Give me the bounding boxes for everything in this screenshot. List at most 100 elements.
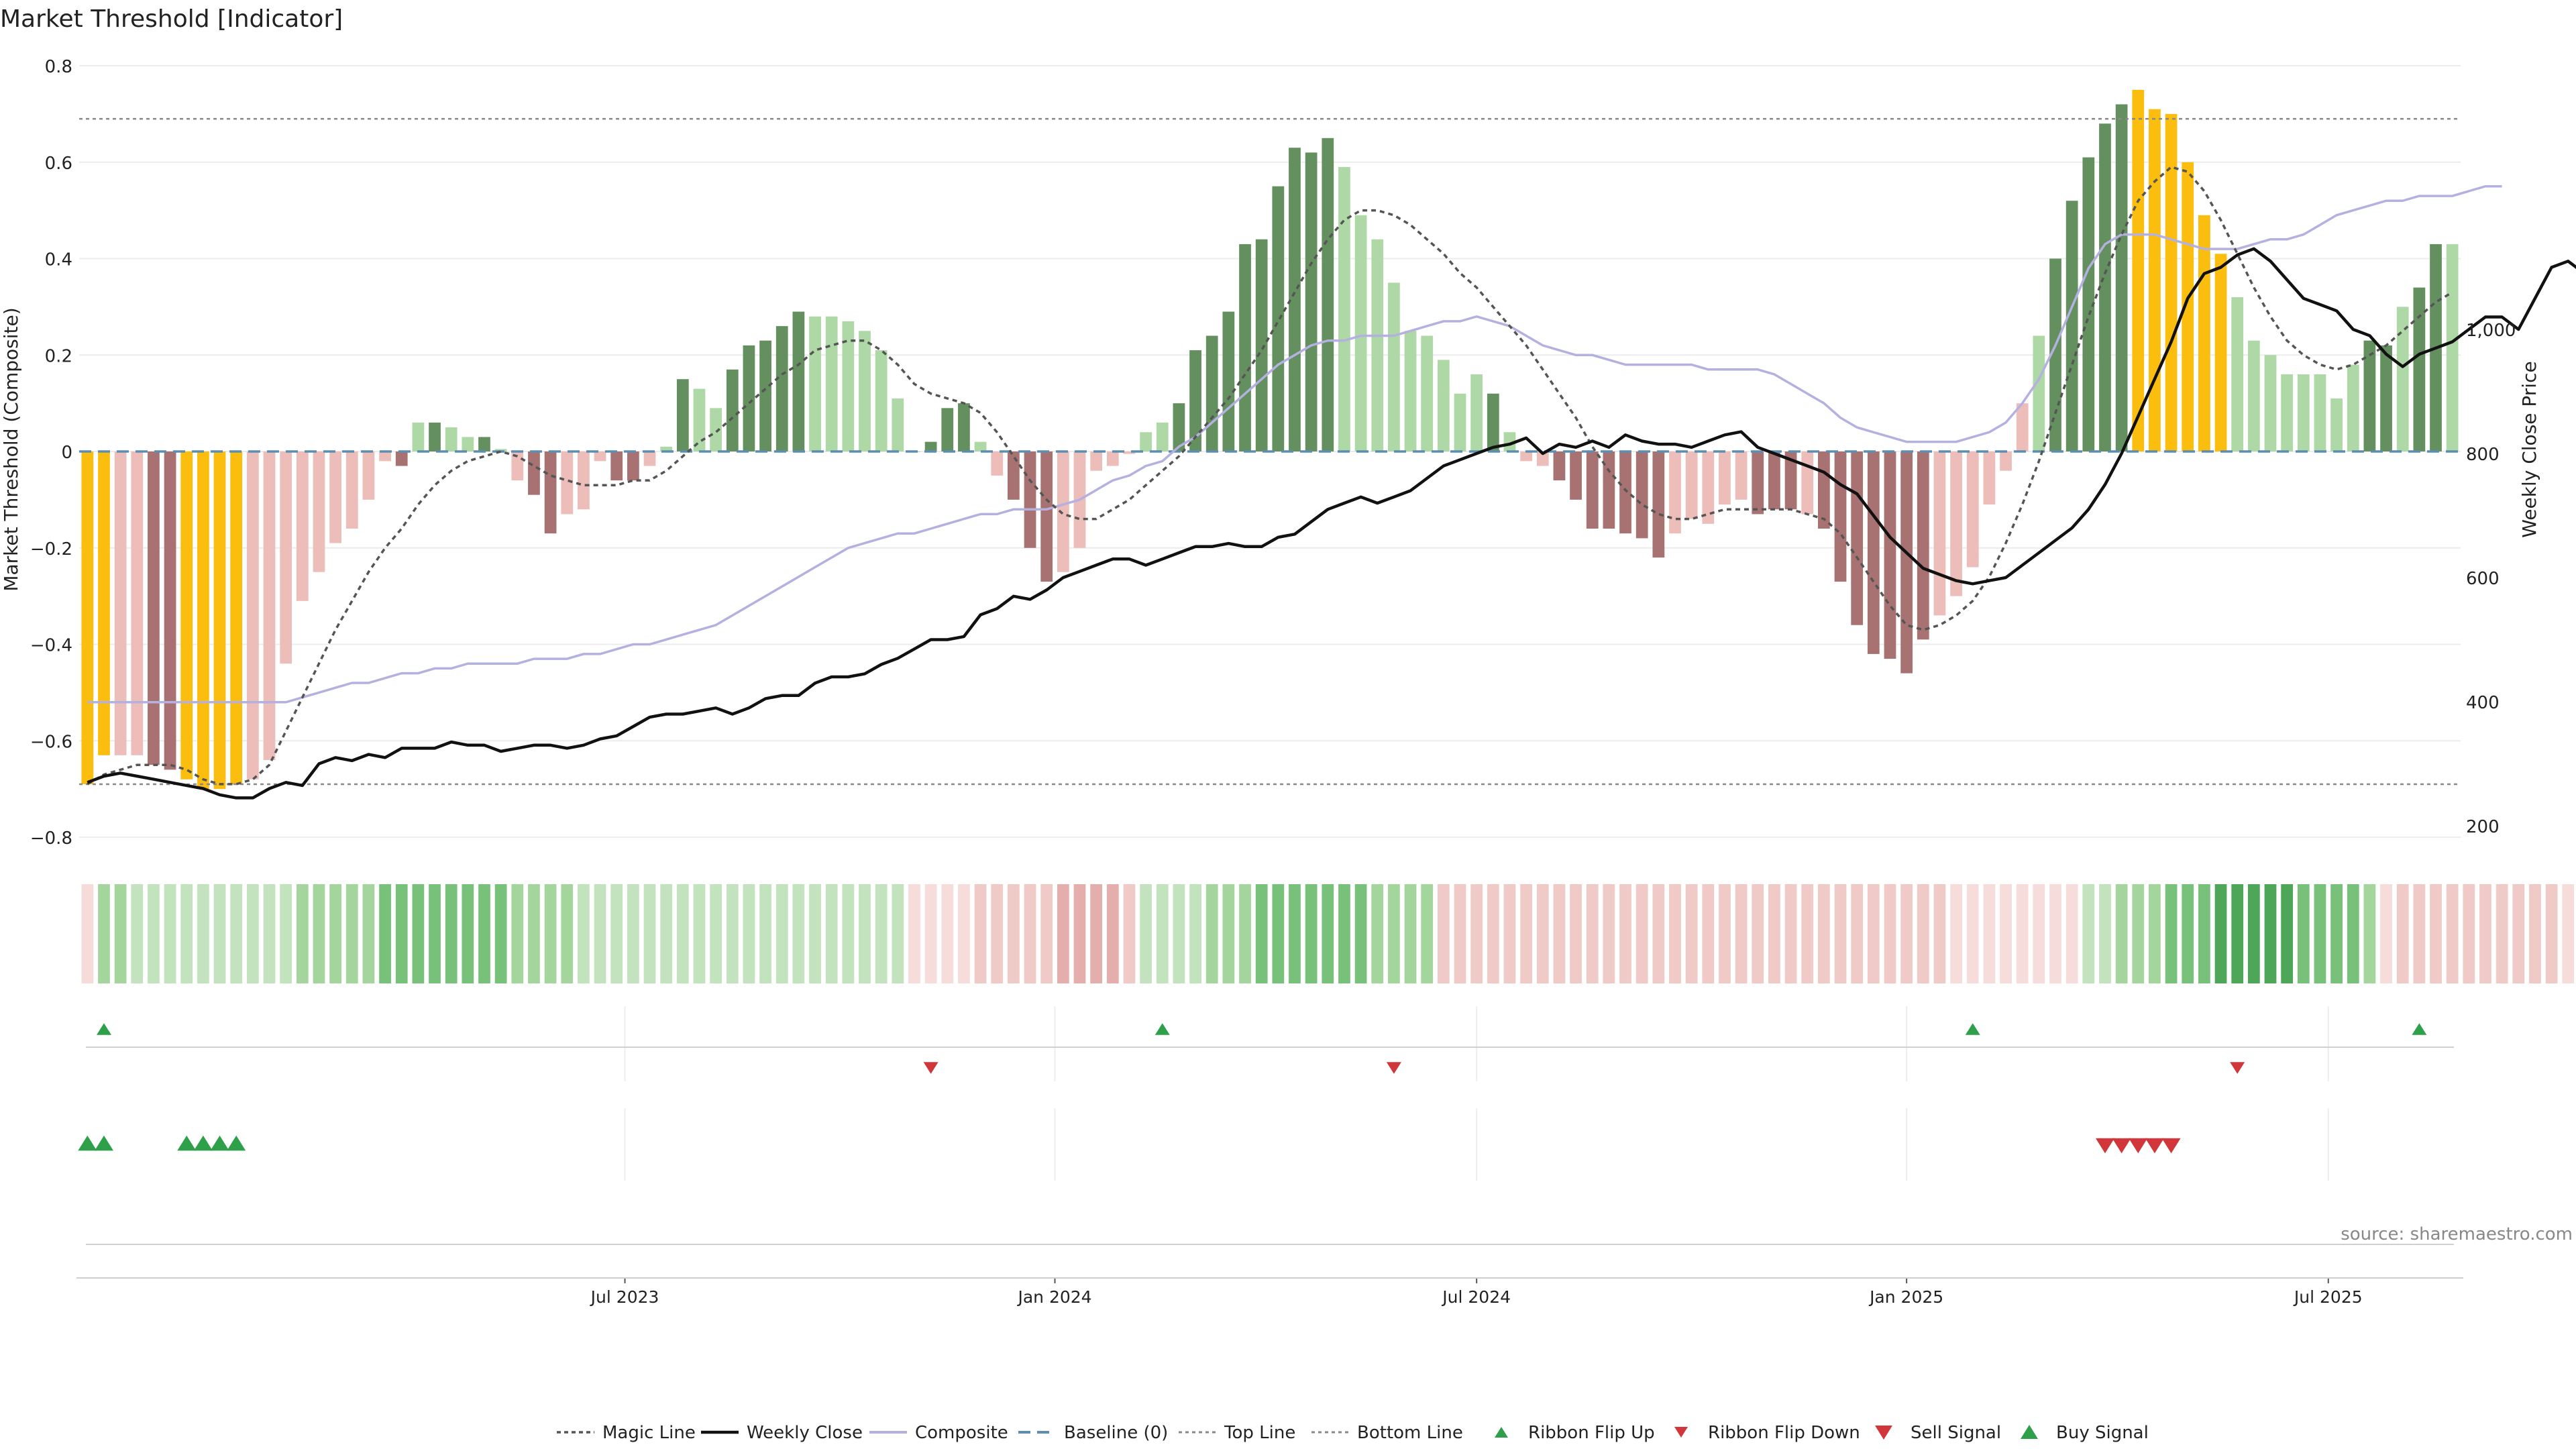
ribbon-cell bbox=[2065, 884, 2078, 983]
ribbon-cell bbox=[1900, 884, 1913, 983]
composite-bar bbox=[2016, 403, 2029, 451]
composite-bar bbox=[2182, 162, 2194, 451]
composite-bar bbox=[726, 369, 739, 451]
composite-bar bbox=[610, 451, 623, 481]
axes: 0.8 0.6 0.4 0.2 0 −0.2 −0.4 −0.6 −0.8 1,000 800 600… bbox=[30, 57, 2516, 1307]
ribbon-cell bbox=[2430, 884, 2442, 983]
composite-bar bbox=[2330, 398, 2343, 451]
ribbon-cell bbox=[2082, 884, 2095, 983]
composite-bar bbox=[1635, 451, 1648, 539]
composite-line bbox=[87, 184, 2502, 704]
ribbon-cell bbox=[1106, 884, 1119, 983]
composite-bar bbox=[544, 451, 557, 534]
composite-bar bbox=[412, 422, 425, 451]
ribbon-cell bbox=[1983, 884, 1996, 983]
ribbon-cell bbox=[345, 884, 358, 983]
composite-bar bbox=[1652, 451, 1665, 558]
ribbon-cell bbox=[2330, 884, 2343, 983]
composite-bar bbox=[1719, 451, 1731, 505]
composite-bar bbox=[2297, 374, 2310, 451]
ribbon-cell bbox=[1635, 884, 1648, 983]
ribbon-cell bbox=[1784, 884, 1797, 983]
buy-signal-marker bbox=[210, 1135, 229, 1151]
ribbon-cell bbox=[1768, 884, 1780, 983]
composite-bar bbox=[445, 427, 458, 451]
y-axis-label-right: Weekly Close Price bbox=[2518, 361, 2540, 537]
composite-bar bbox=[924, 441, 937, 451]
y-right-tick-label: 400 bbox=[2466, 693, 2500, 713]
legend-swatch bbox=[1495, 1427, 1508, 1438]
composite-bar bbox=[693, 388, 706, 451]
ribbon-cell bbox=[561, 884, 574, 983]
composite-bar bbox=[1123, 451, 1136, 454]
legend-label: Sell Signal bbox=[1911, 1423, 2001, 1443]
ribbon-cell bbox=[1603, 884, 1615, 983]
composite-bar bbox=[1983, 451, 1996, 505]
composite-bar bbox=[892, 398, 904, 451]
buy-signal-marker bbox=[94, 1135, 113, 1151]
ribbon-cell bbox=[1685, 884, 1698, 983]
composite-bar bbox=[2149, 109, 2161, 451]
composite-bar bbox=[2000, 451, 2012, 471]
ribbon-cell bbox=[395, 884, 408, 983]
ribbon-cell bbox=[1752, 884, 1764, 983]
ribbon-cell bbox=[1570, 884, 1582, 983]
composite-bar bbox=[958, 403, 970, 451]
ribbon-cell bbox=[1702, 884, 1715, 983]
composite-bar bbox=[1900, 451, 1913, 674]
y-right-tick-label: 600 bbox=[2466, 569, 2500, 589]
ribbon-cell bbox=[2446, 884, 2459, 983]
composite-bar bbox=[362, 451, 375, 500]
ribbon-cell bbox=[743, 884, 755, 983]
ribbon-cell bbox=[991, 884, 1004, 983]
ribbon-cell bbox=[594, 884, 606, 983]
legend-label: Bottom Line bbox=[1357, 1423, 1463, 1443]
composite-bar bbox=[1702, 451, 1715, 524]
composite-bar bbox=[1834, 451, 1847, 582]
composite-bar bbox=[329, 451, 341, 543]
composite-bar bbox=[1222, 311, 1235, 451]
composite-bar bbox=[2099, 123, 2111, 451]
composite-bar bbox=[1173, 403, 1185, 451]
ribbon-cell bbox=[1140, 884, 1152, 983]
ribbon-strip bbox=[81, 884, 2575, 983]
ribbon-cell bbox=[908, 884, 920, 983]
ribbon-cell bbox=[164, 884, 176, 983]
ribbon-cell bbox=[263, 884, 276, 983]
sell-signal-marker bbox=[2161, 1138, 2181, 1154]
composite-bar bbox=[1239, 244, 1251, 451]
composite-bar bbox=[81, 451, 94, 784]
y-tick-label: −0.4 bbox=[30, 636, 72, 656]
legend-label: Weekly Close bbox=[747, 1423, 863, 1443]
composite-bar bbox=[313, 451, 325, 572]
composite-bar bbox=[98, 451, 110, 755]
ribbon-cell bbox=[1338, 884, 1350, 983]
composite-bar bbox=[528, 451, 540, 495]
ribbon-cell bbox=[2231, 884, 2244, 983]
ribbon-cell bbox=[1040, 884, 1053, 983]
ribbon-cell bbox=[759, 884, 771, 983]
composite-bar bbox=[511, 451, 524, 481]
composite-bar bbox=[1520, 451, 1532, 462]
ribbon-cell bbox=[81, 884, 94, 983]
composite-bar bbox=[494, 449, 507, 451]
ribbon-cell bbox=[1354, 884, 1367, 983]
ribbon-cell bbox=[2479, 884, 2491, 983]
composite-bar bbox=[1421, 335, 1434, 451]
composite-bar bbox=[2198, 215, 2210, 451]
ribbon-cell bbox=[974, 884, 987, 983]
y-tick-label: −0.2 bbox=[30, 539, 72, 559]
sell-signal-marker bbox=[2112, 1138, 2131, 1154]
y-tick-label: −0.6 bbox=[30, 732, 72, 752]
x-tick-label: Jan 2025 bbox=[1868, 1287, 1943, 1307]
ribbon-cell bbox=[213, 884, 226, 983]
ribbon-cell bbox=[2099, 884, 2111, 983]
legend-label: Ribbon Flip Down bbox=[1708, 1423, 1860, 1443]
ribbon-cell bbox=[726, 884, 739, 983]
ribbon-cell bbox=[2396, 884, 2409, 983]
ribbon-cell bbox=[379, 884, 391, 983]
y-right-tick-label: 800 bbox=[2466, 445, 2500, 465]
ribbon-flip-up-marker bbox=[96, 1023, 111, 1035]
composite-bar bbox=[660, 446, 673, 451]
ribbon-cell bbox=[313, 884, 325, 983]
